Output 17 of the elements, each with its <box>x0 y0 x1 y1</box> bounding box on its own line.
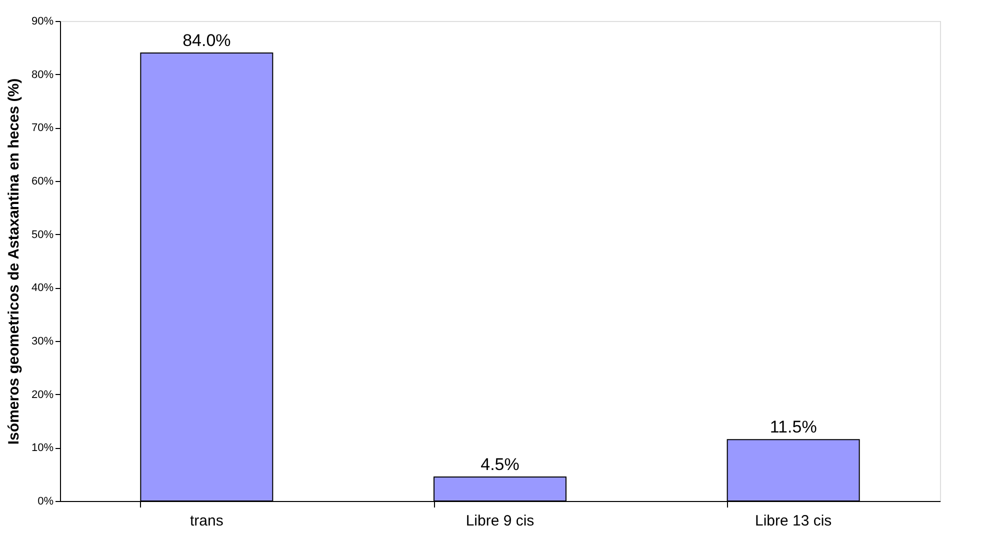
y-tick-label: 20% <box>31 388 54 401</box>
y-tick-label: 70% <box>31 122 54 134</box>
x-tick-label: Libre 9 cis <box>466 512 534 530</box>
y-tick-label: 0% <box>38 496 54 508</box>
x-tick-label: trans <box>190 512 224 530</box>
x-tick-label: Libre 13 cis <box>754 512 832 530</box>
y-tick-label: 50% <box>31 228 54 241</box>
y-tick-label: 30% <box>31 336 54 348</box>
y-tick-label: 60% <box>31 176 54 188</box>
y-tick-label: 10% <box>31 442 54 454</box>
y-tick-label: 40% <box>31 282 54 294</box>
data-label: 84.0% <box>182 31 231 50</box>
y-axis-title: Isómeros geometricos de Astaxantina en heces (%) <box>5 78 22 445</box>
data-label: 4.5% <box>480 455 520 474</box>
y-tick-label: 80% <box>31 68 54 81</box>
data-label: 11.5% <box>770 418 817 437</box>
y-tick-label: 90% <box>31 16 54 28</box>
